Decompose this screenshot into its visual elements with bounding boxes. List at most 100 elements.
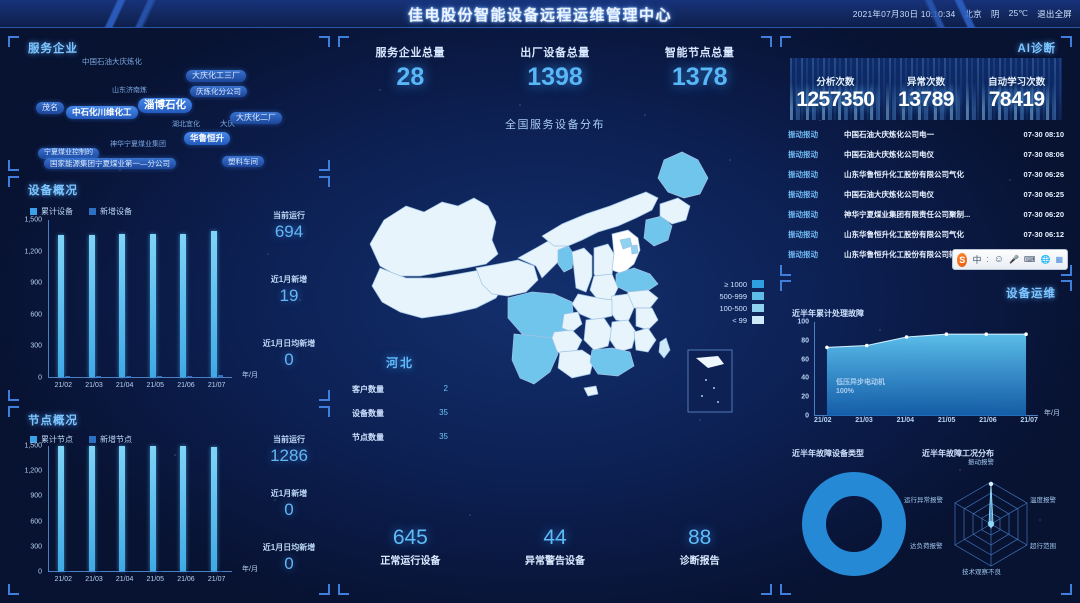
bar-new[interactable] — [126, 570, 132, 571]
alarm-row[interactable]: 振动报动 山东华鲁恒升化工股份有限公司气化 07-30 06:12 — [788, 224, 1064, 244]
area-chart-plot[interactable] — [814, 322, 1038, 416]
ime-mode-toggle[interactable]: 中 — [972, 255, 982, 265]
chart-plot-area — [48, 446, 232, 572]
bar-group[interactable] — [51, 220, 77, 377]
bar-group[interactable] — [82, 446, 108, 571]
alarm-row[interactable]: 振动报动 山东华鲁恒升化工股份有限公司气化 07-30 06:26 — [788, 164, 1064, 184]
bar-new[interactable] — [65, 376, 71, 377]
bar-cumulative[interactable] — [180, 446, 187, 571]
ime-voice-icon[interactable]: 🎤 — [1008, 255, 1019, 264]
alarm-row[interactable]: 振动报动 中国石油大庆炼化公司电一 07-30 08:10 — [788, 124, 1064, 144]
bar-group[interactable] — [143, 220, 169, 377]
enterprise-tag[interactable]: 大庆 — [220, 119, 235, 128]
bar-group[interactable] — [173, 220, 199, 377]
bar-new[interactable] — [217, 375, 223, 377]
bar-group[interactable] — [204, 446, 230, 571]
fault-condition-radar[interactable]: 振动报警 温度报警 超行范围 技术观察不良 达负荷报警 运行异常报警 — [904, 458, 1064, 584]
bar-new[interactable] — [156, 376, 162, 377]
enterprise-tag[interactable]: 华鲁恒升 — [184, 132, 231, 145]
sogou-logo-icon[interactable]: S — [957, 252, 968, 267]
node-chart-legend[interactable]: 累计节点 新增节点 — [30, 434, 132, 445]
alarm-type: 振动报动 — [788, 209, 818, 219]
ime-keyboard-icon[interactable]: ⌨ — [1023, 255, 1036, 264]
device-chart-legend[interactable]: 累计设备 新增设备 — [30, 206, 132, 217]
alarm-device-name: 中国石油大庆炼化公司电一 — [844, 129, 934, 139]
china-map-svg[interactable] — [346, 136, 764, 436]
bar-group[interactable] — [112, 446, 138, 571]
fault-device-type-donut[interactable] — [794, 464, 914, 584]
enterprise-tag[interactable]: 淄博石化 — [138, 98, 192, 114]
panel-ai-diagnosis: AI诊断 分析次数 1257350 异常次数 13789 自动学习次数 7841… — [780, 36, 1072, 276]
map-legend-row[interactable]: 500-999 — [719, 290, 764, 302]
bar-new[interactable] — [187, 376, 193, 377]
bar-group[interactable] — [143, 446, 169, 571]
corner-bracket — [780, 265, 791, 276]
device-stat-daily-average: 近1月日均新增 0 — [248, 338, 330, 370]
ime-translate-icon[interactable]: 🌐 — [1040, 255, 1051, 264]
enterprise-tag[interactable]: 塑料车间 — [222, 156, 264, 168]
area-chart-svg[interactable] — [815, 322, 1038, 416]
bar-new[interactable] — [95, 570, 101, 571]
x-axis-tick: 21/07 — [1020, 417, 1038, 424]
bar-new[interactable] — [156, 570, 162, 571]
bar-new[interactable] — [217, 570, 223, 571]
enterprise-tag[interactable]: 茂名 — [36, 102, 64, 114]
bar-new[interactable] — [126, 376, 132, 377]
enterprise-tag[interactable]: 湖北宜化 — [172, 121, 200, 128]
alarm-row[interactable]: 振动报动 中国石油大庆炼化公司电仪 07-30 06:25 — [788, 184, 1064, 204]
map-legend-row[interactable]: 100-500 — [719, 302, 764, 314]
ime-toolbox-icon[interactable]: ▦ — [1055, 255, 1063, 264]
bar-new[interactable] — [187, 570, 193, 571]
bar-group[interactable] — [51, 446, 77, 571]
ime-emoji-icon[interactable]: ☺ — [993, 254, 1004, 265]
enterprise-tag[interactable]: 大庆化工三厂 — [186, 70, 246, 82]
bar-group[interactable] — [173, 446, 199, 571]
alarm-row[interactable]: 振动报动 神华宁夏煤业集团有限责任公司聚制... 07-30 06:20 — [788, 204, 1064, 224]
enterprise-tag[interactable]: 国家能源集团宁夏煤业第一—分公司 — [44, 158, 176, 170]
ime-punctuation-icon[interactable]: ⁚ — [986, 256, 989, 264]
alarm-row[interactable]: 振动报动 中国石油大庆炼化公司电仪 07-30 08:06 — [788, 144, 1064, 164]
alarm-list[interactable]: 振动报动 中国石油大庆炼化公司电一 07-30 08:10 振动报动 中国石油大庆炼化公… — [788, 124, 1064, 264]
legend-item-new-devices[interactable]: 新增设备 — [89, 206, 132, 217]
bar-cumulative[interactable] — [210, 446, 217, 571]
enterprise-tag[interactable]: 宁夏煤业控制的 — [38, 148, 99, 159]
radar-svg[interactable] — [918, 458, 1064, 584]
device-bar-chart[interactable]: 0 300 600 900 1,200 1,500 21/02 21/03 21/04 21/05… — [18, 217, 258, 392]
donut-svg[interactable] — [794, 464, 914, 584]
enterprise-tag[interactable]: 庆炼化分公司 — [190, 86, 247, 98]
bar-group[interactable] — [112, 220, 138, 377]
chart-y-axis: 0 300 600 900 1,200 1,500 — [18, 217, 46, 392]
ime-toolbar[interactable]: S 中 ⁚ ☺ 🎤 ⌨ 🌐 ▦ — [952, 249, 1068, 270]
bar-cumulative[interactable] — [119, 233, 126, 377]
enterprise-tag[interactable]: 山东济南炼 — [112, 87, 147, 94]
bar-group[interactable] — [82, 220, 108, 377]
bar-cumulative[interactable] — [149, 233, 156, 377]
china-map[interactable] — [346, 136, 764, 436]
node-bar-chart[interactable]: 0 300 600 900 1,200 1,500 21/02 21/03 21/04 21/05… — [18, 443, 258, 586]
legend-item-cumulative-devices[interactable]: 累计设备 — [30, 206, 73, 217]
legend-item-cumulative-nodes[interactable]: 累计节点 — [30, 434, 73, 445]
enterprise-tag[interactable]: 大庆化二厂 — [230, 112, 282, 124]
map-legend-row[interactable]: ≥ 1000 — [719, 278, 764, 290]
legend-item-new-nodes[interactable]: 新增节点 — [89, 434, 132, 445]
bar-cumulative[interactable] — [180, 233, 187, 377]
enterprise-tag[interactable]: 神华宁夏煤业集团 — [110, 141, 166, 148]
fault-handling-area-chart[interactable]: 0 20 40 60 80 100 21/02 21/03 21/04 21/05 21/06 21/… — [790, 319, 1060, 430]
bar-new[interactable] — [95, 376, 101, 377]
bar-cumulative[interactable] — [119, 446, 126, 571]
bar-cumulative[interactable] — [88, 446, 95, 571]
exit-fullscreen-button[interactable]: 退出全屏 — [1037, 9, 1072, 19]
bar-new[interactable] — [65, 570, 71, 571]
bar-cumulative[interactable] — [149, 446, 156, 571]
enterprise-tag[interactable]: 中石化川维化工 — [66, 106, 138, 119]
province-row-devices: 设备数量 35 — [352, 408, 448, 419]
enterprise-word-cloud[interactable]: 中国石油大庆炼化大庆化工三厂山东济南炼 庆炼化分公司 淄博石化 茂名 中石化川维化工湖北… — [18, 54, 320, 170]
bar-group[interactable] — [204, 220, 230, 377]
bar-cumulative[interactable] — [210, 230, 217, 377]
map-legend-row[interactable]: < 99 — [719, 314, 764, 326]
bar-cumulative[interactable] — [58, 446, 65, 571]
bar-cumulative[interactable] — [88, 235, 95, 377]
enterprise-tag[interactable]: 中国石油大庆炼化 — [82, 57, 142, 66]
bar-cumulative[interactable] — [58, 234, 65, 377]
